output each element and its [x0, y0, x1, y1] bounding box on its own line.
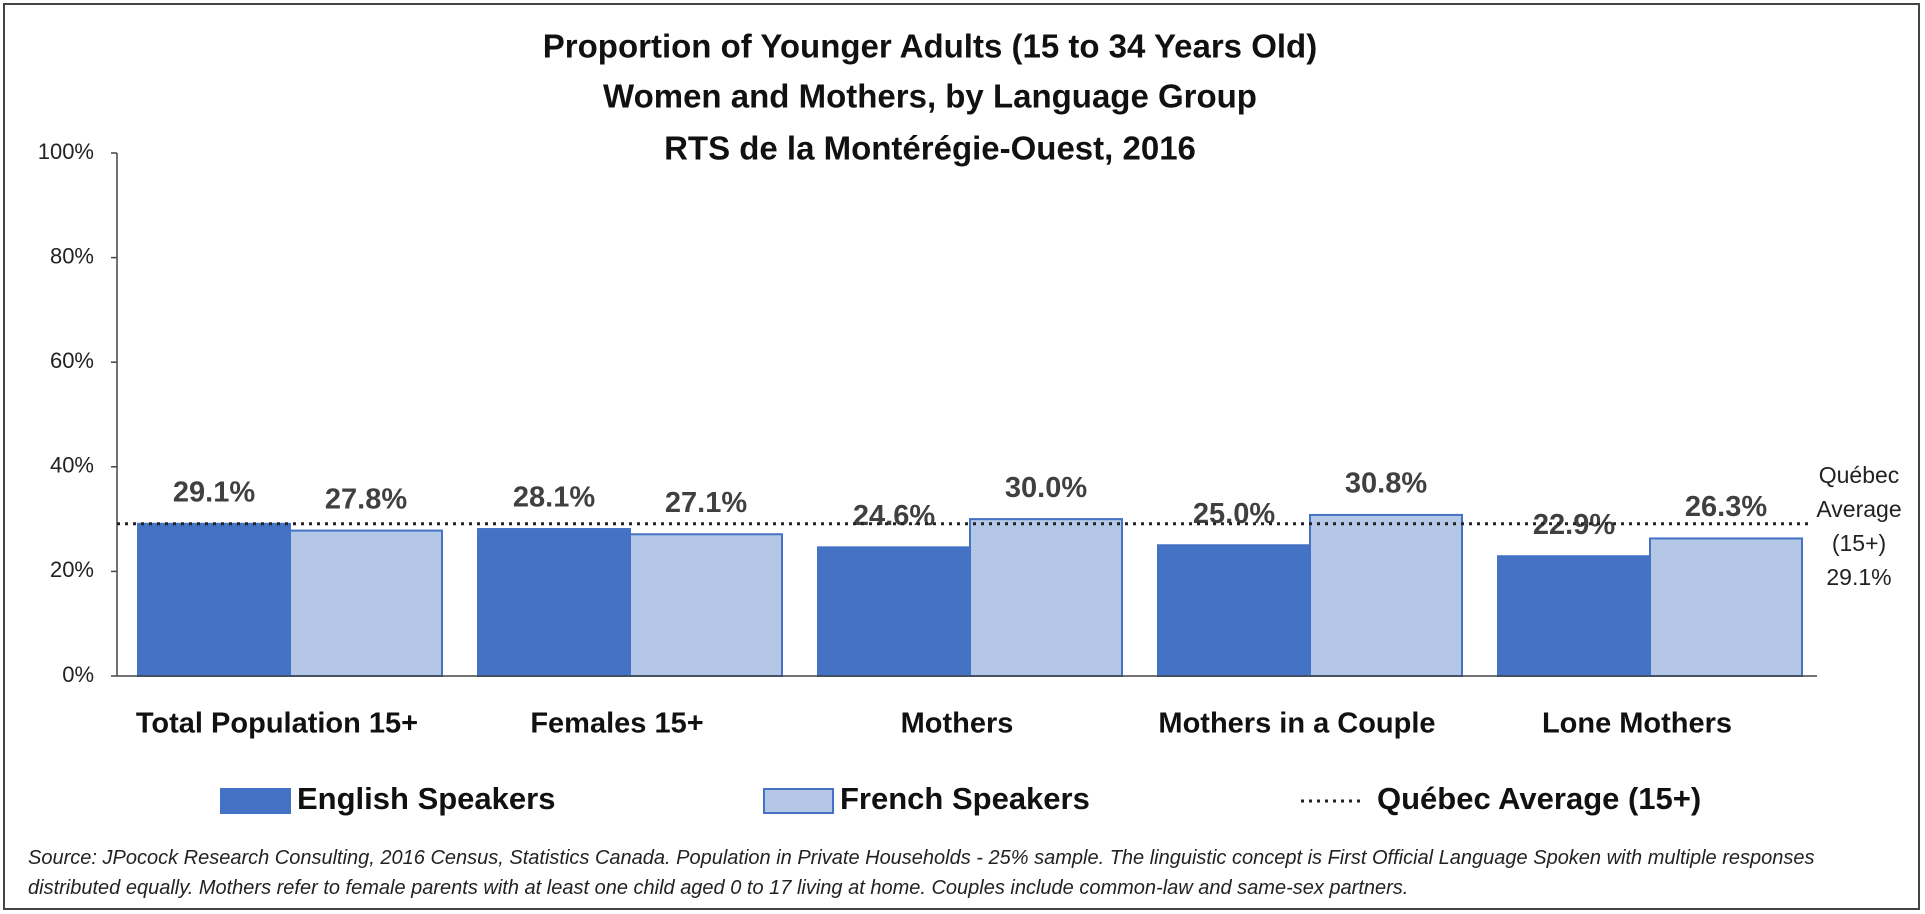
legend-swatch: [763, 788, 834, 814]
bar: [477, 528, 631, 677]
data-label: 29.1%: [173, 476, 255, 508]
legend-label: French Speakers: [840, 781, 1090, 816]
bar: [137, 522, 291, 677]
legend-label: English Speakers: [297, 781, 555, 816]
legend-swatch: [220, 788, 291, 814]
data-label: 30.8%: [1345, 468, 1427, 500]
y-tick-label: 80%: [50, 243, 94, 268]
chart-title: Women and Mothers, by Language Group: [603, 78, 1257, 115]
reference-value-label: 29.1%: [1826, 564, 1892, 590]
y-tick-label: 60%: [50, 348, 94, 373]
y-tick-label: 20%: [50, 557, 94, 582]
bar: [1309, 513, 1463, 678]
x-tick-label: Total Population 15+: [136, 708, 418, 740]
data-label: 27.8%: [325, 483, 407, 515]
data-label: 27.1%: [665, 487, 747, 519]
x-tick-label: Lone Mothers: [1542, 708, 1732, 740]
data-label: 30.0%: [1005, 472, 1087, 504]
bar: [969, 518, 1123, 677]
bar: [1649, 537, 1803, 677]
chart-title: RTS de la Montérégie-Ouest, 2016: [664, 130, 1196, 167]
data-label: 28.1%: [513, 482, 595, 514]
reference-annotation: Québec Average (15+) 29.1%: [1809, 458, 1909, 594]
frame: [3, 3, 1920, 910]
x-tick-label: Mothers: [901, 708, 1014, 740]
y-tick-label: 100%: [38, 139, 94, 164]
x-tick-label: Females 15+: [530, 708, 703, 740]
data-label: 24.6%: [853, 500, 935, 532]
bar: [1497, 555, 1651, 677]
y-tick-label: 40%: [50, 453, 94, 478]
legend-label: Québec Average (15+): [1377, 781, 1701, 816]
bar: [289, 529, 443, 678]
y-tick-label: 0%: [62, 662, 94, 687]
chart-title: Proportion of Younger Adults (15 to 34 Y…: [543, 28, 1317, 65]
x-tick-label: Mothers in a Couple: [1158, 708, 1435, 740]
bar: [629, 533, 783, 678]
bar: [817, 546, 971, 677]
reference-name: Québec Average (15+): [1816, 462, 1902, 556]
bar: [1157, 544, 1311, 677]
source-note: Source: JPocock Research Consulting, 201…: [28, 847, 1815, 899]
data-label: 26.3%: [1685, 491, 1767, 523]
